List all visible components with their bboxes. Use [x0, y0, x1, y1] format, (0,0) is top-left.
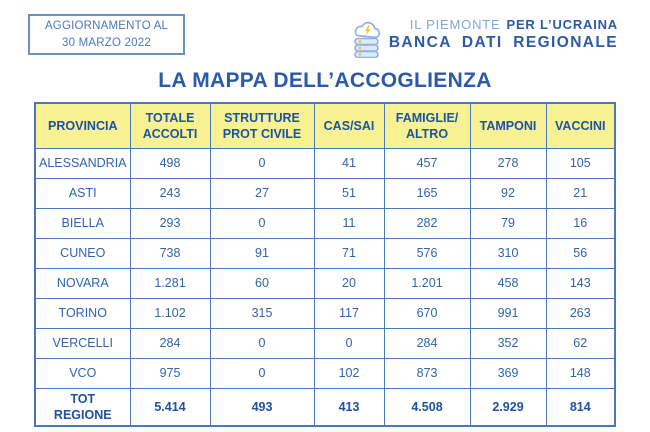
logo: IL PIEMONTE PER L’UCRAINA BANCA DATI REGI…	[350, 10, 618, 58]
value-cell: 165	[383, 177, 471, 209]
table-row-biella: BIELLA 293 0 11 282 79 16	[34, 207, 616, 239]
value-cell: 282	[383, 207, 471, 239]
provincia-cell: VCO	[34, 357, 131, 389]
col-header-totale-accolti: TOTALE ACCOLTI	[129, 102, 211, 149]
value-cell: 458	[469, 267, 547, 299]
value-cell: 51	[313, 177, 385, 209]
total-label-cell: TOT REGIONE	[34, 387, 131, 427]
update-badge-line2: 30 MARZO 2022	[62, 36, 151, 49]
value-cell: 16	[545, 207, 616, 239]
logo-title-light: IL PIEMONTE	[409, 16, 501, 32]
value-cell: 873	[383, 357, 471, 389]
logo-text: IL PIEMONTE PER L’UCRAINA BANCA DATI REGI…	[389, 17, 618, 52]
value-cell: 117	[313, 297, 385, 329]
value-cell: 0	[209, 207, 315, 239]
provincia-cell: ALESSANDRIA	[34, 147, 131, 179]
col-header-famiglie-altro: FAMIGLIE/ ALTRO	[383, 102, 471, 149]
value-cell: 243	[129, 177, 211, 209]
logo-subtitle: BANCA DATI REGIONALE	[388, 33, 618, 51]
provincia-cell: ASTI	[34, 177, 131, 209]
value-cell: 60	[209, 267, 315, 299]
value-cell: 62	[545, 327, 616, 359]
value-cell: 102	[313, 357, 385, 389]
value-cell: 284	[383, 327, 471, 359]
table-row-novara: NOVARA 1.281 60 20 1.201 458 143	[34, 267, 616, 299]
col-header-tamponi: TAMPONI	[469, 102, 547, 149]
col-header-cas-sai: CAS/SAI	[313, 102, 385, 149]
provincia-cell: TORINO	[34, 297, 131, 329]
logo-title-bold: PER L’UCRAINA	[506, 16, 618, 32]
provincia-cell: CUNEO	[34, 237, 131, 269]
value-cell: 293	[129, 207, 211, 239]
value-cell: 352	[469, 327, 547, 359]
value-cell: 1.281	[129, 267, 211, 299]
value-cell: 27	[209, 177, 315, 209]
value-cell: 738	[129, 237, 211, 269]
provincia-cell: VERCELLI	[34, 327, 131, 359]
value-cell: 315	[209, 297, 315, 329]
value-cell: 278	[469, 147, 547, 179]
value-cell: 1.102	[129, 297, 211, 329]
table-row-torino: TORINO 1.102 315 117 670 991 263	[34, 297, 616, 329]
col-header-strutture-prot-civile: STRUTTURE PROT CIVILE	[209, 102, 315, 149]
value-cell: 284	[129, 327, 211, 359]
update-badge-line1: AGGIORNAMENTO AL	[44, 20, 169, 33]
col-header-vaccini: VACCINI	[545, 102, 616, 149]
col-header-provincia: PROVINCIA	[34, 102, 131, 149]
table-row-vercelli: VERCELLI 284 0 0 284 352 62	[34, 327, 616, 359]
value-cell: 71	[313, 237, 385, 269]
value-cell: 91	[209, 237, 315, 269]
value-cell: 0	[209, 357, 315, 389]
total-value-cell: 5.414	[129, 387, 211, 427]
value-cell: 11	[313, 207, 385, 239]
total-value-cell: 814	[545, 387, 616, 427]
value-cell: 79	[469, 207, 547, 239]
value-cell: 576	[383, 237, 471, 269]
cloud-database-icon	[354, 21, 380, 58]
value-cell: 991	[469, 297, 547, 329]
total-row: TOT REGIONE 5.414 493 413 4.508 2.929 81…	[34, 387, 616, 427]
value-cell: 0	[209, 327, 315, 359]
top-bar: AGGIORNAMENTO AL 30 MARZO 2022 IL PIEMON…	[0, 0, 650, 64]
value-cell: 457	[383, 147, 471, 179]
total-value-cell: 413	[313, 387, 385, 427]
value-cell: 670	[383, 297, 471, 329]
total-value-cell: 2.929	[469, 387, 547, 427]
value-cell: 0	[313, 327, 385, 359]
table-row-cuneo: CUNEO 738 91 71 576 310 56	[34, 237, 616, 269]
value-cell: 105	[545, 147, 616, 179]
table-row-vco: VCO 975 0 102 873 369 148	[34, 357, 616, 389]
value-cell: 0	[209, 147, 315, 179]
value-cell: 56	[545, 237, 616, 269]
total-value-cell: 4.508	[383, 387, 471, 427]
value-cell: 148	[545, 357, 616, 389]
value-cell: 310	[469, 237, 547, 269]
value-cell: 143	[545, 267, 616, 299]
provincia-cell: NOVARA	[34, 267, 131, 299]
accoglienza-table: PROVINCIA TOTALE ACCOLTI STRUTTURE PROT …	[34, 102, 616, 427]
table-row-alessandria: ALESSANDRIA 498 0 41 457 278 105	[34, 147, 616, 179]
page-title: LA MAPPA DELL’ACCOGLIENZA	[158, 69, 492, 92]
value-cell: 263	[545, 297, 616, 329]
update-badge: AGGIORNAMENTO AL 30 MARZO 2022	[28, 14, 185, 55]
header-row: PROVINCIA TOTALE ACCOLTI STRUTTURE PROT …	[34, 102, 616, 149]
value-cell: 369	[469, 357, 547, 389]
table-row-asti: ASTI 243 27 51 165 92 21	[34, 177, 616, 209]
value-cell: 20	[313, 267, 385, 299]
provincia-cell: BIELLA	[34, 207, 131, 239]
value-cell: 498	[129, 147, 211, 179]
logo-title: IL PIEMONTE PER L’UCRAINA	[389, 17, 618, 32]
total-value-cell: 493	[209, 387, 315, 427]
value-cell: 21	[545, 177, 616, 209]
value-cell: 975	[129, 357, 211, 389]
value-cell: 41	[313, 147, 385, 179]
value-cell: 92	[469, 177, 547, 209]
value-cell: 1.201	[383, 267, 471, 299]
